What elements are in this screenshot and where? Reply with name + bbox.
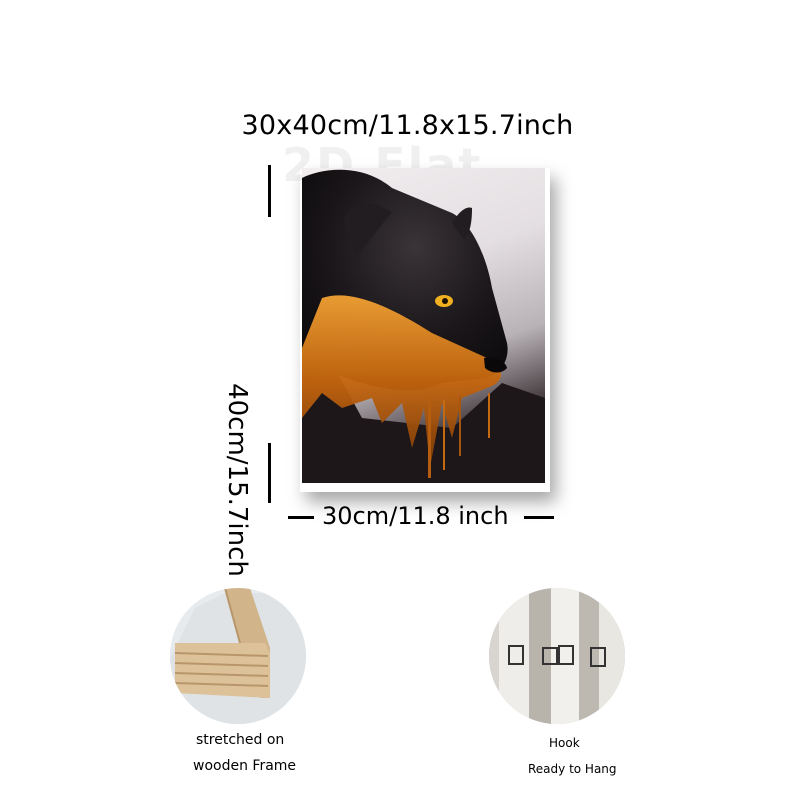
width-line-left — [288, 516, 314, 519]
hook-caption-line2: Ready to Hang — [528, 762, 617, 776]
hook-illustration — [489, 588, 625, 724]
panther-canvas-print — [302, 168, 545, 483]
height-line-top — [268, 165, 271, 217]
hook-photo — [489, 588, 625, 724]
frame-caption-line1: stretched on — [196, 732, 285, 748]
height-line-bottom — [268, 443, 271, 503]
frame-caption-line2: wooden Frame — [193, 758, 297, 774]
height-label: 40cm/15.7inch — [222, 383, 252, 577]
width-label: 30cm/11.8 inch — [322, 502, 509, 530]
width-line-right — [524, 516, 554, 519]
panther-illustration — [302, 169, 545, 483]
overall-size-label: 30x40cm/11.8x15.7inch — [241, 110, 574, 141]
wooden-frame-illustration — [170, 588, 306, 724]
hook-caption-line1: Hook — [549, 736, 580, 750]
wooden-frame-photo — [170, 588, 306, 724]
